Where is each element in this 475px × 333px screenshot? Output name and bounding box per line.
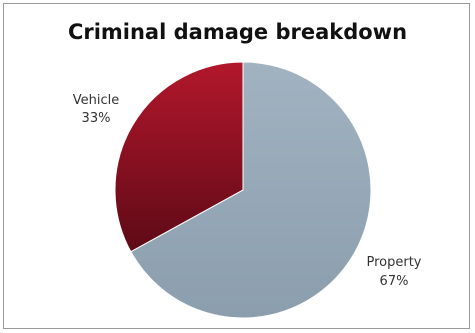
slice-label-property: Property: [366, 255, 421, 270]
slice-percent-property: 67%: [380, 274, 409, 289]
chart-title: Criminal damage breakdown: [67, 20, 408, 44]
pie-slice-property: [130, 61, 372, 319]
pie-slice-vehicle: [114, 61, 244, 253]
slice-label-vehicle: Vehicle: [73, 93, 120, 108]
slice-percent-vehicle: 33%: [82, 111, 111, 126]
